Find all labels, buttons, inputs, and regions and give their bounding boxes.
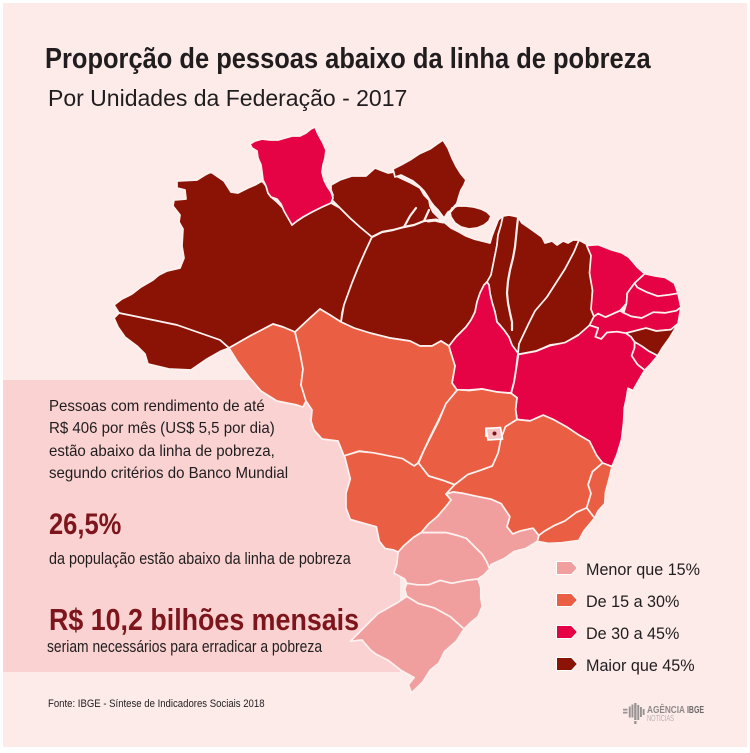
svg-text:AGÊNCIA: AGÊNCIA (647, 703, 685, 716)
svg-text:NOTÍCIAS: NOTÍCIAS (647, 713, 674, 723)
svg-text:IBGE: IBGE (687, 704, 704, 716)
